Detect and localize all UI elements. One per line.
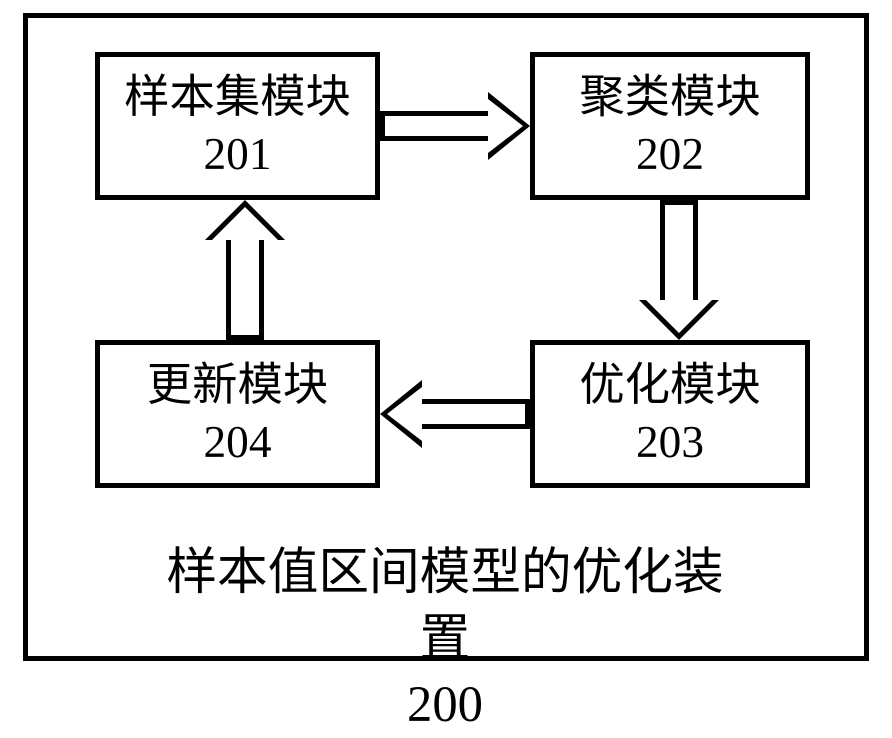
node-number: 204 bbox=[204, 414, 272, 471]
node-number: 203 bbox=[636, 414, 704, 471]
arrow-shaft bbox=[380, 111, 488, 141]
node-update: 更新模块 204 bbox=[95, 340, 380, 488]
arrow-shaft bbox=[226, 240, 264, 340]
node-number: 201 bbox=[204, 126, 272, 183]
node-sample-set: 样本集模块 201 bbox=[95, 52, 380, 200]
node-label: 更新模块 bbox=[147, 357, 328, 414]
arrow-head-fill bbox=[646, 300, 712, 333]
node-label: 样本集模块 bbox=[124, 69, 351, 126]
node-cluster: 聚类模块 202 bbox=[530, 52, 810, 200]
node-optimize: 优化模块 203 bbox=[530, 340, 810, 488]
arrow-head-fill bbox=[212, 207, 278, 240]
arrow-head-fill bbox=[387, 387, 422, 441]
arrow-down-icon bbox=[639, 200, 719, 340]
arrow-right-icon bbox=[380, 92, 530, 160]
diagram-canvas: 样本集模块 201 聚类模块 202 优化模块 203 更新模块 204 样本值… bbox=[0, 0, 892, 678]
node-label: 聚类模块 bbox=[579, 69, 760, 126]
arrow-up-icon bbox=[205, 200, 285, 340]
caption-line2: 200 bbox=[165, 672, 725, 738]
arrow-shaft bbox=[660, 200, 698, 300]
caption-line1: 样本值区间模型的优化装置 bbox=[165, 540, 725, 672]
node-label: 优化模块 bbox=[579, 357, 760, 414]
arrow-head-fill bbox=[488, 99, 523, 153]
arrow-left-icon bbox=[380, 380, 530, 448]
node-number: 202 bbox=[636, 126, 704, 183]
diagram-caption: 样本值区间模型的优化装置 200 bbox=[165, 540, 725, 738]
arrow-shaft bbox=[422, 399, 530, 429]
